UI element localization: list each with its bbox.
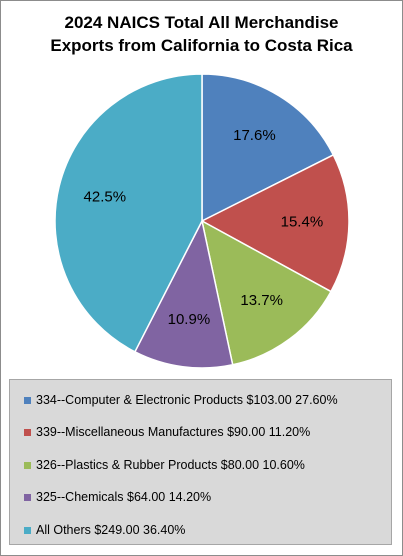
legend-swatch-325 (24, 493, 31, 501)
pie-label-334: 17.6% (233, 127, 276, 144)
legend: 334--Computer & Electronic Products $103… (9, 379, 392, 545)
pie-label-all-others: 42.5% (84, 188, 127, 205)
pie-slice-325 (133, 218, 234, 369)
legend-label-all-others: All Others $249.00 36.40% (36, 523, 186, 537)
legend-label-326: 326--Plastics & Rubber Products $80.00 1… (36, 458, 305, 472)
chart-title-line-1: 2024 NAICS Total All Merchandise (64, 13, 339, 32)
pie-slice-339 (200, 153, 350, 293)
pie-label-325: 10.9% (168, 311, 211, 328)
pie-label-326: 13.7% (240, 292, 283, 309)
legend-item-334: 334--Computer & Electronic Products $103… (24, 392, 338, 408)
pie-label-339: 15.4% (281, 214, 324, 231)
legend-swatch-326 (24, 461, 31, 469)
legend-item-339: 339--Miscellaneous Manufactures $90.00 1… (24, 424, 310, 440)
legend-swatch-all-others (24, 526, 31, 534)
legend-swatch-339 (24, 428, 31, 436)
pie-slice-334 (201, 73, 335, 223)
pie-slice-all-others (54, 73, 203, 353)
legend-label-334: 334--Computer & Electronic Products $103… (36, 393, 338, 407)
pie-slice-326 (200, 219, 332, 366)
chart-title-line-2: Exports from California to Costa Rica (50, 36, 353, 55)
legend-swatch-334 (24, 396, 31, 404)
legend-label-339: 339--Miscellaneous Manufactures $90.00 1… (36, 425, 311, 439)
chart-title: 2024 NAICS Total All Merchandise Exports… (1, 11, 402, 57)
legend-label-325: 325--Chemicals $64.00 14.20% (36, 490, 212, 504)
legend-item-326: 326--Plastics & Rubber Products $80.00 1… (24, 457, 305, 473)
pie-chart: 17.6% 15.4% 13.7% 10.9% 42.5% (54, 73, 350, 369)
legend-item-all-others: All Others $249.00 36.40% (24, 522, 185, 538)
legend-item-325: 325--Chemicals $64.00 14.20% (24, 489, 211, 505)
